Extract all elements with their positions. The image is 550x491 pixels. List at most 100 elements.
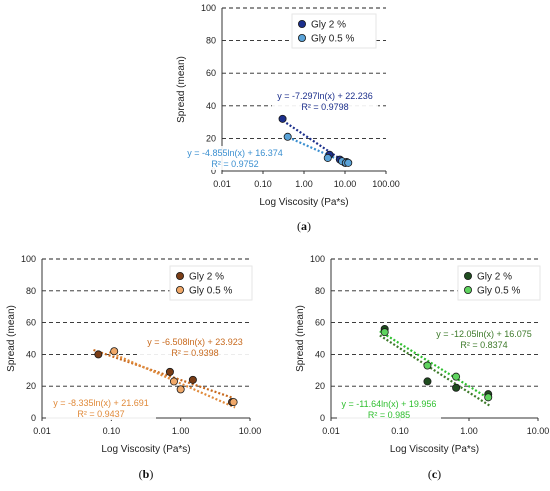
data-point-gly-05 [423,361,432,370]
y-tick-label: 0 [31,413,36,423]
y-axis-label: Spread (mean) [176,56,187,123]
equation-text: y = -11.64ln(x) + 19.956 [342,399,437,409]
legend-marker [297,19,306,28]
data-point-gly-05 [452,372,461,381]
y-tick-label: 100 [201,3,216,13]
x-tick-label: 10.00 [239,426,262,436]
equation-box [183,146,287,170]
legend-label: Gly 0.5 % [311,34,354,45]
y-axis-label: Spread (mean) [6,305,17,372]
x-tick-label: 0.01 [322,426,340,436]
y-tick-label: 80 [315,286,325,296]
legend-label: Gly 2 % [311,20,346,31]
data-point-gly-05 [380,328,389,337]
equation-text: y = -4.855ln(x) + 16.374 [187,148,283,158]
x-axis-label: Log Viscosity (Pa*s) [101,444,190,455]
data-point-gly-2 [94,350,103,359]
legend-marker [297,34,306,43]
equation-box [337,397,441,421]
trendline-gly-05 [379,330,491,400]
x-tick-label: 1.00 [172,426,190,436]
legend-box [457,265,541,301]
x-tick-label: 1.00 [295,179,313,189]
y-tick-label: 80 [26,286,36,296]
x-tick-label: 0.01 [213,179,231,189]
equation-text: y = -8.335ln(x) + 21.691 [53,398,149,408]
x-tick-label: 10.00 [527,426,550,436]
equation-text: y = -7.297ln(x) + 22.236 [277,91,373,101]
legend: Gly 2 % Gly 0.5 % [169,265,253,301]
data-point-gly-05 [229,398,238,407]
panel-caption: (b) [139,467,154,481]
data-point-gly-2 [278,114,287,123]
legend-box [169,265,253,301]
r-squared-text: R² = 0.9437 [77,409,124,419]
legend-marker [463,285,472,294]
equation-box [429,327,539,351]
y-tick-label: 40 [206,101,216,111]
data-point-gly-05 [176,385,185,394]
caption-part: ( [139,467,143,481]
x-axis-label: Log Viscosity (Pa*s) [390,444,479,455]
legend-box [291,13,377,49]
y-tick-label: 100 [310,254,325,264]
data-point-gly-2 [452,383,461,392]
legend-label: Gly 0.5 % [189,286,232,297]
y-tick-label: 20 [206,133,216,143]
equation-text: y = -12.05ln(x) + 16.075 [436,329,532,339]
panel-caption: (a) [297,219,311,233]
x-tick-label: 10.00 [334,179,357,189]
x-tick-label: 100.00 [372,179,400,189]
legend-label: Gly 0.5 % [477,286,520,297]
y-tick-label: 80 [206,36,216,46]
data-point-gly-2 [165,367,174,376]
caption-part: c [432,467,438,481]
chart-panel-b: 0 20 40 60 80 100 0.01 0.10 1.00 10.00 Log Viscosi… [6,254,261,481]
legend: Gly 2 % Gly 0.5 % [291,13,377,49]
data-point-gly-05 [169,377,178,386]
legend-label: Gly 2 % [189,272,224,283]
legend-marker [175,271,184,280]
r-squared-text: R² = 0.985 [368,410,410,420]
y-tick-label: 60 [315,318,325,328]
caption-part: b [143,467,150,481]
y-tick-label: 60 [26,318,36,328]
data-point-gly-05 [283,132,292,141]
trendline-gly-2 [93,348,234,400]
trendline-gly-2 [279,117,349,165]
panel-caption: (c) [428,467,441,481]
y-tick-label: 40 [315,349,325,359]
data-point-gly-05 [323,153,332,162]
y-tick-label: 100 [21,254,36,264]
r-squared-text: R² = 0.8374 [460,340,507,350]
x-tick-label: 1.00 [460,426,478,436]
y-tick-label: 40 [26,349,36,359]
x-tick-label: 0.10 [254,179,272,189]
equation-box [272,89,378,113]
legend-marker [463,271,472,280]
equation-box [140,335,250,359]
legend: Gly 2 % Gly 0.5 % [457,265,541,301]
caption-part: ) [149,467,153,481]
y-tick-label: 0 [211,166,216,176]
r-squared-text: R² = 0.9398 [171,348,218,358]
chart-panel-c: 0 20 40 60 80 100 0.01 0.10 1.00 10.00 Log Viscosi… [295,254,549,481]
r-squared-text: R² = 0.9752 [211,159,258,169]
equation-text: y = -6.508ln(x) + 23.923 [147,337,243,347]
data-point-gly-05 [484,393,493,402]
x-tick-label: 0.01 [33,426,51,436]
data-point-gly-2 [423,377,432,386]
trendline-gly-2 [379,334,491,407]
y-tick-label: 20 [26,381,36,391]
y-tick-label: 60 [206,68,216,78]
legend-marker [175,285,184,294]
r-squared-text: R² = 0.9798 [301,102,348,112]
legend-label: Gly 2 % [477,272,512,283]
